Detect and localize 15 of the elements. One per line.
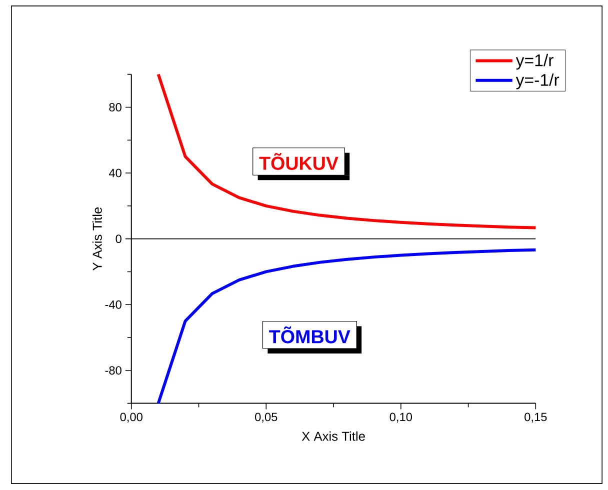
x-axis-title: X Axis Title: [302, 432, 365, 442]
annotation: TÕUKUV: [259, 153, 338, 170]
legend-label: y=1/r: [516, 54, 554, 70]
x-tick-label: 0,00: [120, 412, 142, 423]
x-tick-label: 0,15: [524, 412, 547, 423]
y-tick-label: 80: [109, 103, 122, 112]
x-tick-label: 0,10: [390, 412, 412, 423]
x-tick-label: 0,05: [255, 412, 278, 423]
y-axis-title: Y Axis Title: [92, 208, 102, 271]
legend-label: y=-1/r: [516, 74, 560, 90]
y-tick-label: 0: [116, 234, 122, 244]
annotation: TÕMBUV: [269, 326, 350, 344]
y-tick-label: 40: [108, 169, 122, 178]
y-tick-label: -40: [105, 300, 122, 310]
y-tick-label: -80: [105, 366, 122, 375]
